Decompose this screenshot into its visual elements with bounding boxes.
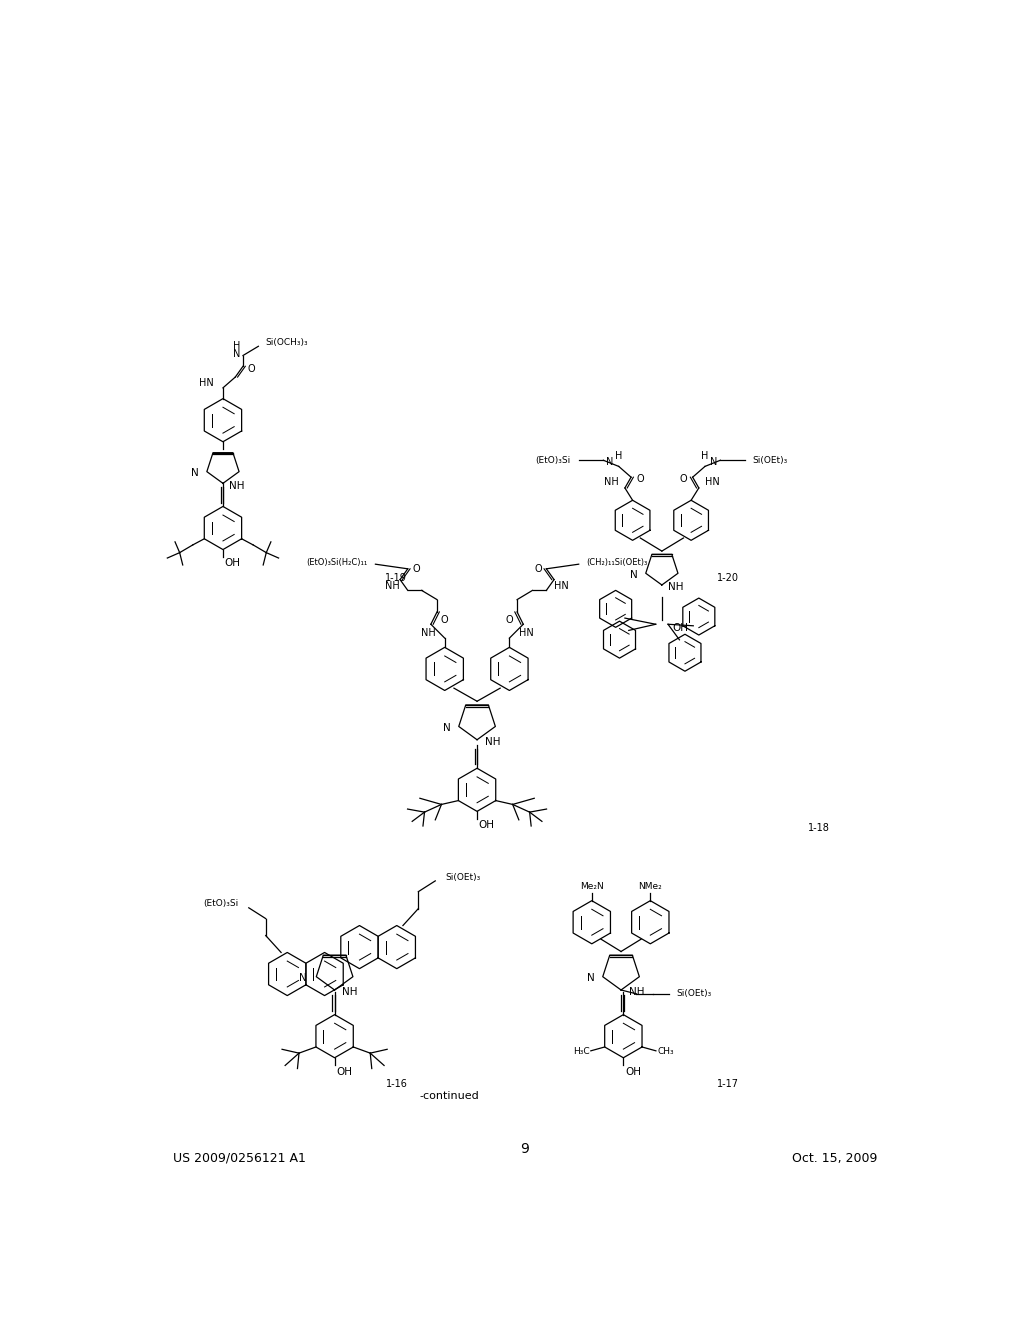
Text: NH: NH — [604, 477, 618, 487]
Text: H₃C: H₃C — [572, 1047, 589, 1056]
Text: (EtO)₃Si: (EtO)₃Si — [204, 899, 239, 908]
Text: OH: OH — [336, 1067, 352, 1077]
Text: N: N — [631, 570, 638, 579]
Text: H: H — [701, 451, 709, 462]
Text: HN: HN — [705, 477, 720, 487]
Text: N: N — [299, 973, 307, 983]
Text: HN: HN — [518, 628, 534, 639]
Text: 1-20: 1-20 — [717, 573, 739, 583]
Text: O: O — [441, 615, 449, 626]
Text: O: O — [506, 615, 513, 626]
Text: US 2009/0256121 A1: US 2009/0256121 A1 — [173, 1151, 306, 1164]
Text: 1-16: 1-16 — [386, 1078, 409, 1089]
Text: NH: NH — [421, 628, 435, 639]
Text: OH: OH — [478, 820, 495, 830]
Text: NMe₂: NMe₂ — [638, 882, 663, 891]
Text: NH: NH — [668, 582, 684, 593]
Text: H: H — [615, 451, 623, 462]
Text: Si(OEt)₃: Si(OEt)₃ — [677, 990, 712, 998]
Text: H: H — [232, 342, 240, 351]
Text: HN: HN — [199, 379, 214, 388]
Text: CH₃: CH₃ — [657, 1047, 674, 1056]
Text: O: O — [680, 474, 687, 483]
Text: N: N — [606, 457, 613, 467]
Text: N: N — [588, 973, 595, 983]
Text: 1-17: 1-17 — [717, 1078, 739, 1089]
Text: 9: 9 — [520, 1142, 529, 1156]
Text: Si(OEt)₃: Si(OEt)₃ — [753, 455, 788, 465]
Text: O: O — [248, 364, 255, 375]
Text: N: N — [443, 723, 451, 733]
Text: NH: NH — [229, 480, 245, 491]
Text: OH: OH — [673, 623, 689, 634]
Text: O: O — [535, 564, 542, 574]
Text: 1-19: 1-19 — [385, 573, 407, 583]
Text: OH: OH — [224, 558, 241, 569]
Text: Oct. 15, 2009: Oct. 15, 2009 — [793, 1151, 878, 1164]
Text: (CH₂)₁₁Si(OEt)₃: (CH₂)₁₁Si(OEt)₃ — [587, 558, 647, 568]
Text: N: N — [191, 469, 199, 478]
Text: 1-18: 1-18 — [808, 824, 830, 833]
Text: -continued: -continued — [419, 1092, 479, 1101]
Text: NH: NH — [484, 737, 501, 747]
Text: Me₂N: Me₂N — [580, 882, 604, 891]
Text: NH: NH — [342, 986, 357, 997]
Text: NH: NH — [629, 987, 644, 998]
Text: N: N — [232, 348, 240, 359]
Text: Si(OCH₃)₃: Si(OCH₃)₃ — [265, 338, 308, 347]
Text: OH: OH — [625, 1067, 641, 1077]
Text: O: O — [413, 564, 420, 574]
Text: O: O — [637, 474, 644, 483]
Text: N: N — [711, 457, 718, 467]
Text: (EtO)₃Si(H₂C)₁₁: (EtO)₃Si(H₂C)₁₁ — [306, 558, 368, 568]
Text: HN: HN — [554, 581, 568, 591]
Text: NH: NH — [385, 581, 400, 591]
Text: (EtO)₃Si: (EtO)₃Si — [536, 455, 571, 465]
Text: Si(OEt)₃: Si(OEt)₃ — [445, 873, 480, 882]
